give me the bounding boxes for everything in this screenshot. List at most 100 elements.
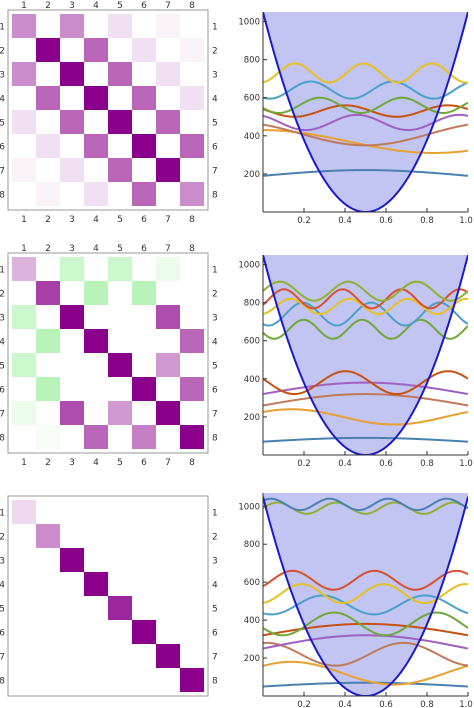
heatmap-cell: [132, 620, 156, 644]
energy-level-curve: [263, 497, 468, 512]
heatmap-cell: [60, 401, 84, 425]
energy-level-curve: [263, 280, 468, 302]
col-label-bottom: 1: [21, 215, 27, 225]
row-label-left: 7: [0, 653, 5, 663]
energy-level-curve: [263, 96, 468, 114]
row-label-right: 7: [212, 410, 218, 420]
row-label-right: 3: [212, 71, 218, 81]
heatmap-cell: [108, 596, 132, 620]
row-label-right: 7: [212, 653, 218, 663]
row-label-right: 4: [212, 338, 218, 348]
col-label-bottom: 7: [165, 458, 171, 468]
heatmap-cell: [132, 134, 156, 158]
col-label-top: 5: [117, 244, 123, 254]
heatmap-cell: [60, 158, 84, 182]
heatmap-cell: [108, 62, 132, 86]
heatmap-cell: [132, 377, 156, 401]
col-label-top: 1: [21, 244, 27, 254]
heatmap-cell: [180, 134, 204, 158]
x-tick-label: 0.6: [379, 459, 393, 469]
row-label-left: 4: [0, 95, 5, 105]
heatmap-cell: [84, 329, 108, 353]
heatmap-cell: [36, 281, 60, 305]
row-label-right: 3: [212, 314, 218, 324]
energy-level-curve: [263, 408, 468, 426]
heatmap-cell: [108, 257, 132, 281]
heatmap-cell: [12, 305, 36, 329]
col-label-top: 4: [93, 244, 99, 254]
heatmap-cell: [84, 425, 108, 449]
y-tick-label: 400: [244, 616, 260, 626]
heatmap-bottom-left: 1 1 2 2 3 3 4 4 5 5 6 6 7 7 8 8: [0, 495, 218, 697]
row-label-right: 6: [212, 143, 218, 153]
energy-level-curve: [263, 80, 468, 100]
row-label-left: 6: [0, 386, 5, 396]
col-label-bottom: 5: [117, 215, 123, 225]
col-label-bottom: 2: [45, 215, 51, 225]
x-tick-label: 0.4: [338, 459, 352, 469]
potential-well-curve: [263, 496, 468, 696]
energy-level-curve: [263, 288, 468, 310]
energy-plot-bottom-right: 200 400 600 800 1000 0.2 0.4 0.6 0.8 1.0: [238, 493, 473, 708]
y-tick-label: 800: [244, 56, 260, 66]
heatmap-cell: [12, 158, 36, 182]
heatmap-cell: [156, 14, 180, 38]
col-label-bottom: 5: [117, 458, 123, 468]
y-tick-label: 400: [244, 132, 260, 142]
energy-level-curve: [263, 436, 468, 443]
col-label-top: 8: [189, 244, 195, 254]
y-tick-label: 200: [244, 413, 260, 423]
row-label-left: 1: [0, 23, 5, 33]
row-label-right: 2: [212, 533, 218, 543]
row-label-left: 1: [0, 266, 5, 276]
heatmap-cell: [108, 158, 132, 182]
row-label-right: 8: [212, 191, 218, 201]
energy-level-curve: [263, 318, 468, 340]
col-label-top: 2: [45, 1, 51, 11]
heatmap-cell: [36, 182, 60, 206]
energy-level-curve: [263, 622, 468, 637]
heatmap-cell: [132, 425, 156, 449]
heatmap-cell: [84, 182, 108, 206]
col-label-bottom: 3: [69, 458, 75, 468]
heatmap-cell: [36, 86, 60, 110]
col-label-top: 8: [189, 1, 195, 11]
energy-level-curve: [263, 583, 468, 605]
col-label-top: 5: [117, 1, 123, 11]
y-tick-label: 200: [244, 654, 260, 664]
energy-level-curve: [263, 381, 468, 396]
heatmap-cell: [180, 668, 204, 692]
row-label-right: 1: [212, 266, 218, 276]
row-label-left: 6: [0, 143, 5, 153]
col-label-bottom: 1: [21, 458, 27, 468]
heatmap-cell: [84, 86, 108, 110]
x-tick-label: 0.4: [338, 700, 352, 708]
heatmap-cell: [12, 110, 36, 134]
y-tick-label: 200: [244, 170, 260, 180]
heatmap-cell: [60, 257, 84, 281]
x-tick-label: 0.6: [379, 700, 393, 708]
heatmap-cell: [12, 500, 36, 524]
heatmap-cell: [180, 425, 204, 449]
heatmap-cell: [60, 305, 84, 329]
col-label-bottom: 6: [141, 215, 147, 225]
col-label-top: 6: [141, 1, 147, 11]
y-tick-label: 1000: [238, 261, 260, 271]
x-tick-label: 0.4: [338, 216, 352, 226]
well-shading: [263, 493, 468, 696]
col-label-top: 7: [165, 1, 171, 11]
row-label-right: 2: [212, 47, 218, 57]
x-tick-label: 0.2: [297, 700, 311, 708]
energy-level-curve: [263, 104, 468, 118]
heatmap-cell: [60, 110, 84, 134]
row-label-left: 8: [0, 677, 5, 687]
energy-level-curve: [263, 62, 468, 84]
row-label-left: 3: [0, 314, 5, 324]
col-label-top: 1: [21, 1, 27, 11]
row-label-right: 4: [212, 95, 218, 105]
row-label-left: 4: [0, 581, 5, 591]
row-label-right: 1: [212, 23, 218, 33]
heatmap-cell: [60, 548, 84, 572]
col-label-bottom: 2: [45, 458, 51, 468]
row-label-right: 8: [212, 434, 218, 444]
